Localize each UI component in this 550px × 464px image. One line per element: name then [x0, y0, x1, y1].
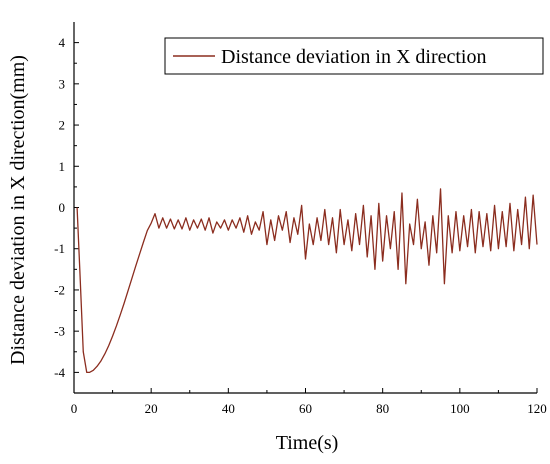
x-tick-label: 40: [222, 401, 235, 416]
x-axis-title: Time(s): [276, 432, 339, 454]
series-layer: [76, 188, 538, 374]
y-tick-label: 0: [59, 200, 66, 215]
y-tick-label: -3: [54, 324, 65, 339]
y-tick-label: 2: [59, 118, 66, 133]
y-axis-title: Distance deviation in X direction(mm): [7, 55, 29, 365]
series-line-0: [76, 188, 538, 374]
y-tick-label: 4: [59, 35, 66, 50]
y-tick-label: -1: [54, 241, 65, 256]
legend-label: Distance deviation in X direction: [221, 46, 486, 68]
x-tick-label: 60: [299, 401, 312, 416]
x-tick-label: 100: [450, 401, 470, 416]
x-tick-label: 120: [527, 401, 547, 416]
y-tick-label: 1: [59, 159, 66, 174]
x-tick-label: 80: [376, 401, 389, 416]
legend: Distance deviation in X direction: [164, 37, 544, 75]
y-tick-label: 3: [59, 76, 66, 91]
y-tick-label: -4: [54, 365, 65, 380]
x-tick-label: 0: [71, 401, 78, 416]
y-tick-label: -2: [54, 282, 65, 297]
x-tick-label: 20: [145, 401, 158, 416]
legend-box: [164, 37, 544, 75]
